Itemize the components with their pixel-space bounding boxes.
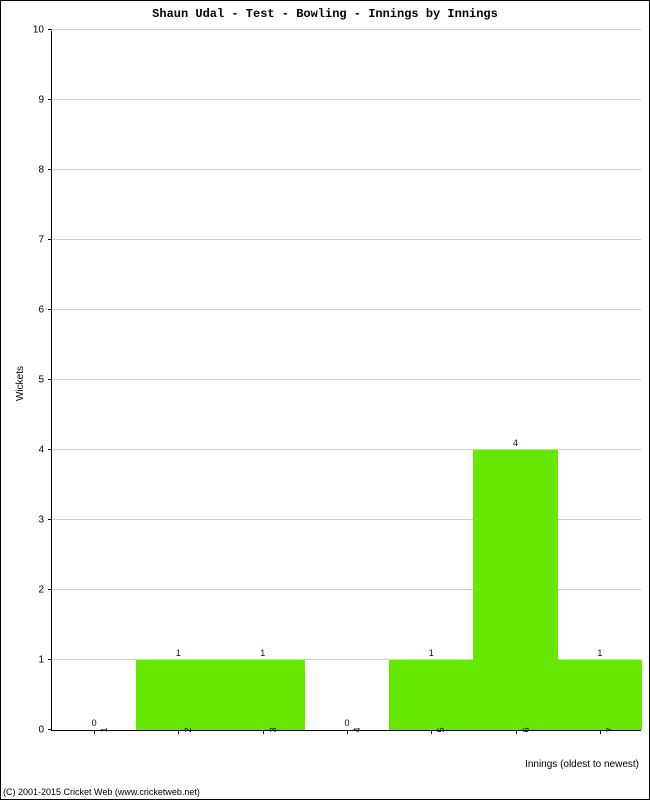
bar-slot: 46 xyxy=(473,31,557,730)
y-tick-label: 5 xyxy=(38,375,52,386)
x-tick-label: 7 xyxy=(585,727,615,732)
bar-slot: 13 xyxy=(221,31,305,730)
bar xyxy=(558,660,642,730)
y-tick-label: 10 xyxy=(33,25,52,36)
x-tick-label: 2 xyxy=(163,727,193,732)
bar-value-label: 1 xyxy=(221,648,305,658)
copyright-text: (C) 2001-2015 Cricket Web (www.cricketwe… xyxy=(3,787,200,797)
x-tick-label: 6 xyxy=(501,727,531,732)
y-tick-label: 6 xyxy=(38,305,52,316)
y-tick-label: 3 xyxy=(38,515,52,526)
y-tick-label: 7 xyxy=(38,235,52,246)
bar-value-label: 1 xyxy=(558,648,642,658)
x-axis-label: Innings (oldest to newest) xyxy=(525,759,639,770)
bar-slot: 12 xyxy=(136,31,220,730)
x-tick-label: 5 xyxy=(416,727,446,732)
y-tick-label: 8 xyxy=(38,165,52,176)
bar xyxy=(221,660,305,730)
bar-slot: 17 xyxy=(558,31,642,730)
x-tick-label: 4 xyxy=(332,727,362,732)
bar xyxy=(136,660,220,730)
y-tick-label: 9 xyxy=(38,95,52,106)
bar-slot: 04 xyxy=(305,31,389,730)
bar-slot: 01 xyxy=(52,31,136,730)
bar-value-label: 4 xyxy=(473,438,557,448)
y-tick-label: 2 xyxy=(38,585,52,596)
y-tick-label: 0 xyxy=(38,725,52,736)
chart-container: Shaun Udal - Test - Bowling - Innings by… xyxy=(0,0,650,800)
plot-area: 01234567891001121304154617 xyxy=(51,31,641,731)
chart-title: Shaun Udal - Test - Bowling - Innings by… xyxy=(1,7,649,21)
x-tick-label: 3 xyxy=(248,727,278,732)
bar-value-label: 1 xyxy=(136,648,220,658)
y-tick-label: 4 xyxy=(38,445,52,456)
y-axis-label: Wickets xyxy=(15,366,26,401)
y-tick-label: 1 xyxy=(38,655,52,666)
gridline xyxy=(52,29,641,30)
bar-value-label: 1 xyxy=(389,648,473,658)
bar xyxy=(473,450,557,730)
bar-slot: 15 xyxy=(389,31,473,730)
bar xyxy=(389,660,473,730)
x-tick-label: 1 xyxy=(79,727,109,732)
